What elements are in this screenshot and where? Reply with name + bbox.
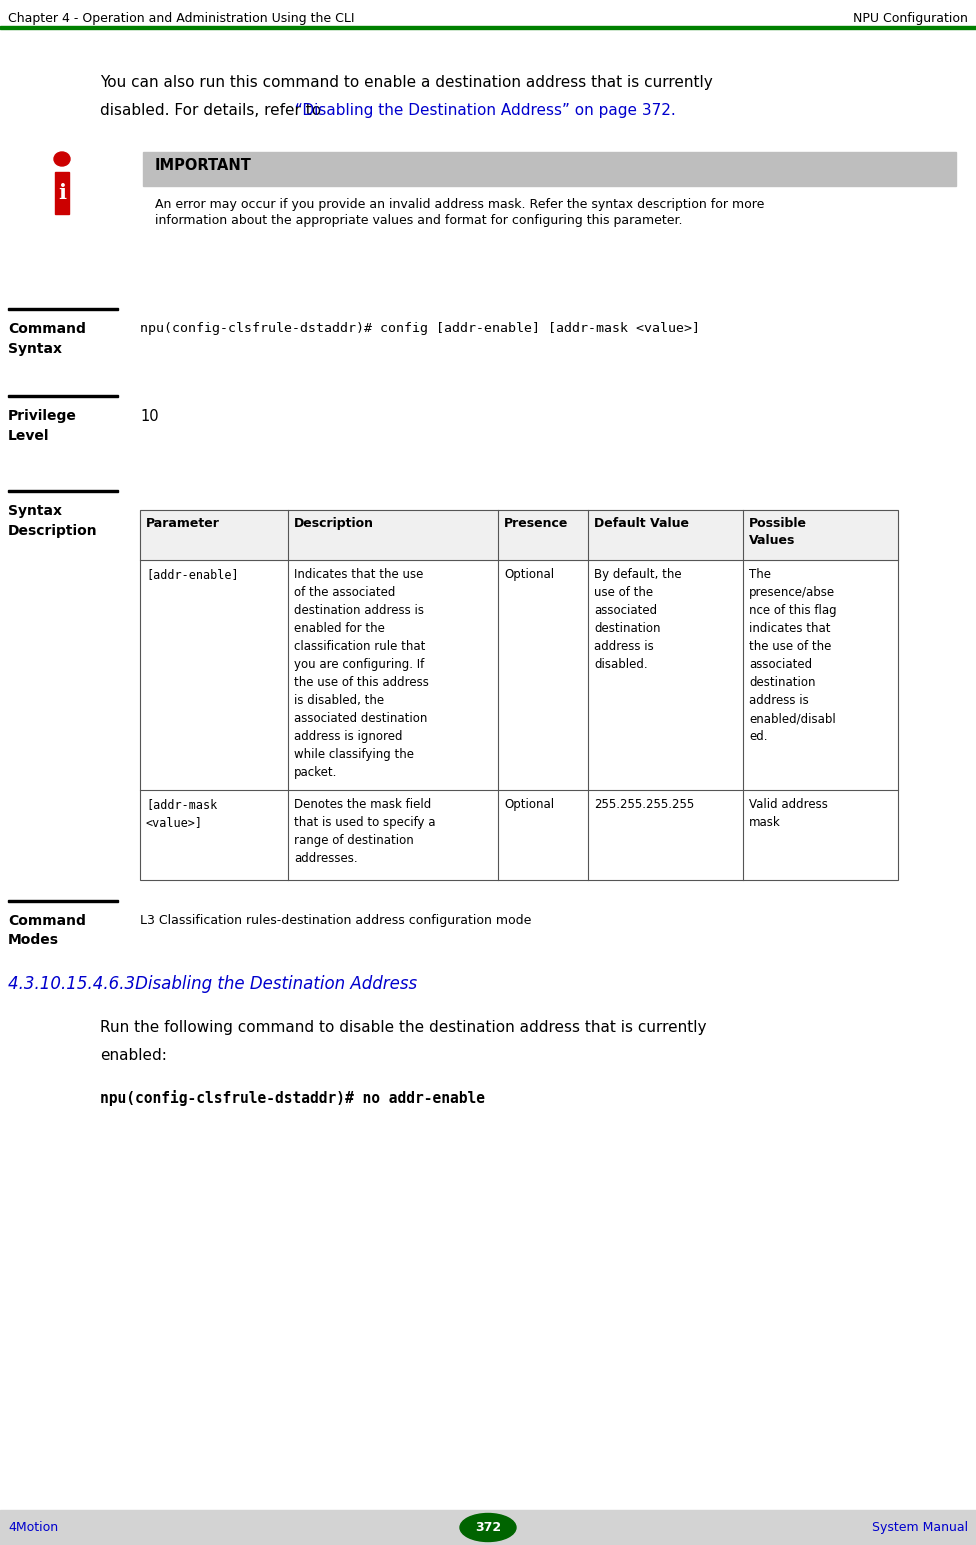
Text: npu(config-clsfrule-dstaddr)# config [addr-enable] [addr-mask <value>]: npu(config-clsfrule-dstaddr)# config [ad…	[140, 321, 700, 335]
Text: information about the appropriate values and format for configuring this paramet: information about the appropriate values…	[155, 215, 682, 227]
Text: You can also run this command to enable a destination address that is currently: You can also run this command to enable …	[100, 76, 712, 90]
Text: Privilege
Level: Privilege Level	[8, 409, 77, 442]
Text: [addr-mask
<value>]: [addr-mask <value>]	[146, 799, 218, 830]
Text: Syntax
Description: Syntax Description	[8, 504, 98, 538]
Text: Denotes the mask field
that is used to specify a
range of destination
addresses.: Denotes the mask field that is used to s…	[294, 799, 435, 865]
Text: Description: Description	[294, 518, 374, 530]
Text: 255.255.255.255: 255.255.255.255	[594, 799, 694, 811]
Text: Command
Syntax: Command Syntax	[8, 321, 86, 355]
Bar	[8, 901, 118, 902]
Bar	[55, 171, 69, 215]
Text: 372: 372	[475, 1520, 501, 1534]
Text: i: i	[58, 182, 66, 202]
Text: 10: 10	[140, 409, 159, 423]
Text: Presence: Presence	[504, 518, 568, 530]
Text: An error may occur if you provide an invalid address mask. Refer the syntax desc: An error may occur if you provide an inv…	[155, 198, 764, 212]
Text: Run the following command to disable the destination address that is currently: Run the following command to disable the…	[100, 1020, 707, 1035]
Text: “Disabling the Destination Address” on page 372.: “Disabling the Destination Address” on p…	[295, 104, 676, 117]
Text: IMPORTANT: IMPORTANT	[155, 158, 252, 173]
Text: System Manual: System Manual	[872, 1520, 968, 1534]
Bar	[140, 510, 898, 559]
Text: [addr-enable]: [addr-enable]	[146, 569, 238, 581]
Ellipse shape	[54, 151, 70, 165]
Text: Indicates that the use
of the associated
destination address is
enabled for the
: Indicates that the use of the associated…	[294, 569, 428, 779]
Text: Default Value: Default Value	[594, 518, 689, 530]
Bar	[8, 396, 118, 397]
Text: NPU Configuration: NPU Configuration	[853, 12, 968, 25]
Text: 4.3.10.15.4.6.3Disabling the Destination Address: 4.3.10.15.4.6.3Disabling the Destination…	[8, 975, 417, 993]
Text: Optional: Optional	[504, 799, 554, 811]
Bar	[140, 510, 898, 881]
Text: L3 Classification rules-destination address configuration mode: L3 Classification rules-destination addr…	[140, 915, 531, 927]
Text: Parameter: Parameter	[146, 518, 220, 530]
Bar	[0, 1509, 976, 1545]
Text: Possible
Values: Possible Values	[749, 518, 807, 547]
Text: enabled:: enabled:	[100, 1048, 167, 1063]
Text: By default, the
use of the
associated
destination
address is
disabled.: By default, the use of the associated de…	[594, 569, 681, 671]
Bar	[8, 307, 118, 311]
Text: Valid address
mask: Valid address mask	[749, 799, 828, 830]
Bar	[143, 151, 956, 185]
Text: npu(config-clsfrule-dstaddr)# no addr-enable: npu(config-clsfrule-dstaddr)# no addr-en…	[100, 1091, 485, 1106]
Bar	[8, 490, 118, 491]
Ellipse shape	[460, 1514, 516, 1542]
Text: 4Motion: 4Motion	[8, 1520, 59, 1534]
Text: Command
Modes: Command Modes	[8, 915, 86, 947]
Text: Chapter 4 - Operation and Administration Using the CLI: Chapter 4 - Operation and Administration…	[8, 12, 354, 25]
Text: The
presence/abse
nce of this flag
indicates that
the use of the
associated
dest: The presence/abse nce of this flag indic…	[749, 569, 836, 743]
Text: disabled. For details, refer to: disabled. For details, refer to	[100, 104, 326, 117]
Bar	[0, 26, 976, 29]
Text: Optional: Optional	[504, 569, 554, 581]
